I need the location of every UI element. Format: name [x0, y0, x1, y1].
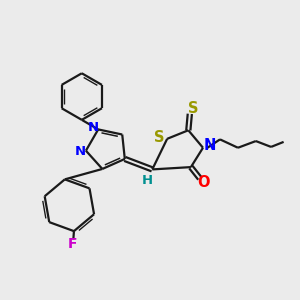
- Text: N: N: [203, 138, 216, 153]
- Text: F: F: [68, 237, 77, 251]
- Text: S: S: [188, 101, 198, 116]
- Text: S: S: [154, 130, 165, 145]
- Text: N: N: [87, 122, 98, 134]
- Text: H: H: [142, 174, 153, 187]
- Text: N: N: [74, 145, 86, 158]
- Text: O: O: [197, 176, 210, 190]
